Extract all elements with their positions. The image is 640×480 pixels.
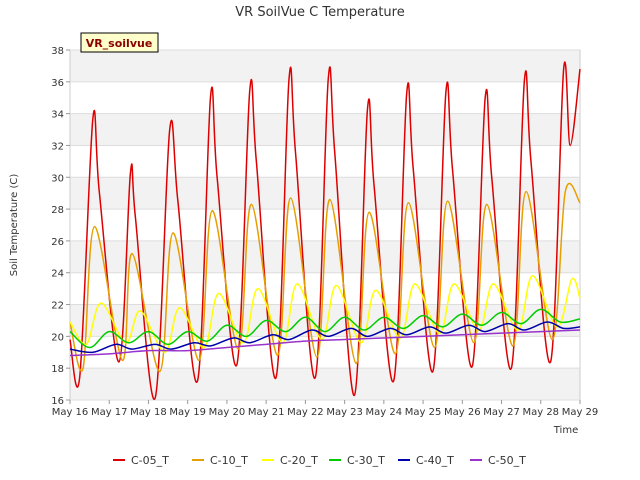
y-tick-label: 26 [51, 237, 64, 248]
band [70, 50, 580, 82]
y-tick-label: 38 [51, 46, 64, 57]
x-tick-label: May 22 [287, 407, 324, 418]
legend-label: C-10_T [210, 454, 248, 467]
x-tick-label: May 16 [52, 407, 89, 418]
x-tick-label: May 24 [366, 407, 403, 418]
y-tick-label: 34 [51, 110, 64, 121]
y-tick-label: 18 [51, 364, 64, 375]
series-line-C-40_T [69, 321, 581, 354]
x-tick-label: May 20 [209, 407, 246, 418]
x-axis-label: Time [553, 425, 578, 436]
x-tick-label: May 25 [405, 407, 442, 418]
legend-label: C-20_T [280, 454, 318, 467]
y-tick-label: 28 [51, 205, 64, 216]
x-tick-label: May 17 [91, 407, 128, 418]
y-tick-label: 22 [51, 301, 64, 312]
y-tick-label: 32 [51, 141, 64, 152]
x-tick-label: May 18 [130, 407, 167, 418]
site-badge: VR_soilvue [80, 32, 159, 53]
legend-label: C-30_T [347, 454, 385, 467]
y-tick-label: 16 [51, 396, 64, 407]
series-line-C-30_T [69, 308, 581, 349]
x-tick-label: May 19 [169, 407, 206, 418]
series-line-C-50_T [69, 329, 581, 357]
series-line-C-10_T [69, 182, 581, 373]
x-tick-label: May 29 [562, 407, 599, 418]
y-axis-label: Soil Temperature (C) [9, 174, 20, 277]
y-tick-label: 30 [51, 173, 64, 184]
y-tick-label: 24 [51, 269, 64, 280]
band [70, 368, 580, 400]
y-tick-label: 20 [51, 332, 64, 343]
x-tick-label: May 28 [522, 407, 559, 418]
x-tick-label: May 26 [444, 407, 481, 418]
x-axis-ticks: May 16 May 17 May 18 May 19 May 20 May 21 May … [52, 400, 599, 418]
y-tick-label: 36 [51, 78, 64, 89]
x-tick-label: May 21 [248, 407, 285, 418]
series-line-C-05_T [69, 61, 581, 400]
legend-label: C-05_T [131, 454, 169, 467]
x-tick-label: May 23 [326, 407, 363, 418]
series-line-C-20_T [69, 275, 581, 354]
legend-label: C-40_T [416, 454, 454, 467]
legend-label: C-50_T [488, 454, 526, 467]
site-badge-label: VR_soilvue [86, 37, 153, 50]
legend: C-05_T C-10_T C-20_T C-30_T C-40_T C-50_T [113, 454, 526, 467]
y-axis-ticks: 16 18 20 22 24 26 28 30 32 34 36 38 [51, 46, 70, 407]
x-tick-label: May 27 [483, 407, 520, 418]
series-lines [69, 61, 581, 400]
chart-title: VR SoilVue C Temperature [235, 5, 404, 20]
